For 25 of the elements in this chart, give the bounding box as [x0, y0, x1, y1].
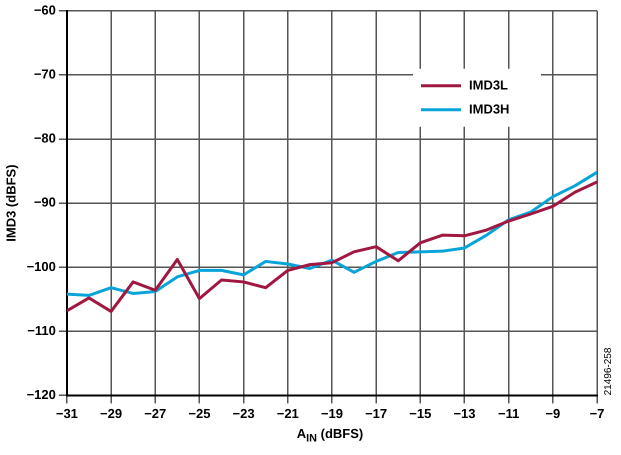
y-axis-title: IMD3 (dBFS) — [3, 164, 18, 242]
x-tick-label: −13 — [453, 406, 476, 421]
x-tick-label: −11 — [498, 406, 520, 421]
x-tick-label: −15 — [409, 406, 432, 421]
x-tick-label: −19 — [320, 406, 343, 421]
y-tick-label: −70 — [34, 66, 56, 82]
x-tick-label: −7 — [590, 406, 604, 421]
x-tick-label: −29 — [100, 406, 122, 421]
y-tick-label: −60 — [34, 2, 56, 18]
x-axis-title: A$_{IN}$ (dBFS) — [296, 426, 364, 445]
x-tick-label: −31 — [56, 406, 78, 421]
x-tick-label: −23 — [232, 406, 255, 421]
y-tick-label: −90 — [34, 194, 56, 210]
legend-label: IMD3H — [469, 101, 510, 116]
y-tick-label: −80 — [34, 130, 56, 146]
x-tick-label: −17 — [365, 406, 388, 421]
legend-label: IMD3L — [469, 77, 508, 92]
y-tick-label: −120 — [26, 386, 56, 402]
text: 21496-258 — [602, 347, 614, 396]
y-tick-label: −100 — [26, 258, 56, 274]
x-tick-label: −9 — [545, 406, 560, 421]
x-tick-label: −25 — [188, 406, 210, 421]
x-tick-label: −27 — [144, 406, 166, 421]
x-tick-label: −21 — [276, 406, 299, 421]
y-tick-label: −110 — [27, 322, 56, 338]
